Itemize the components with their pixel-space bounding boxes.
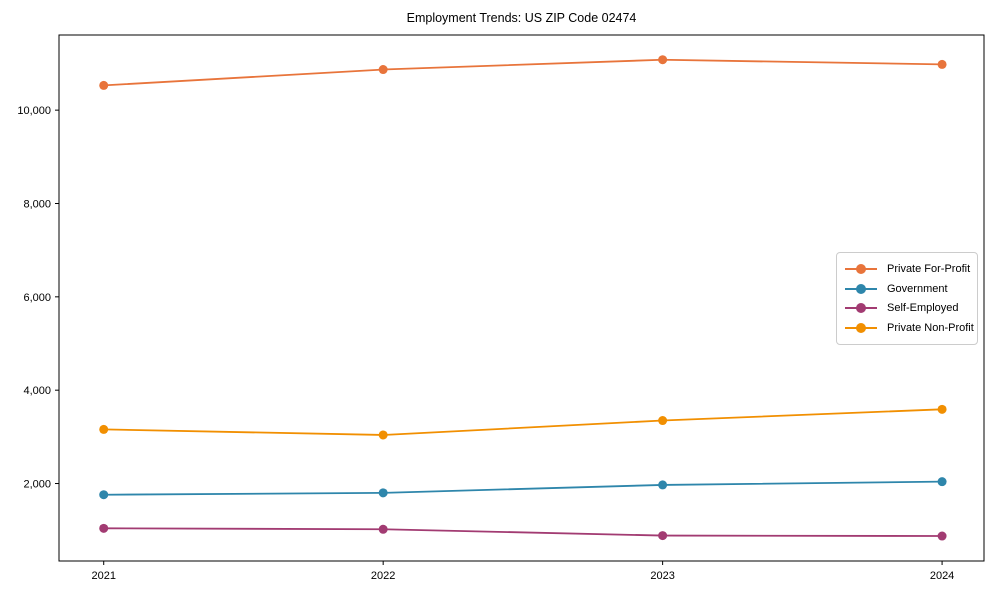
- legend-line-marker-icon: [845, 263, 877, 274]
- legend-line-marker-icon: [845, 323, 877, 334]
- x-tick-label: 2024: [930, 570, 954, 582]
- data-point-marker: [937, 404, 947, 414]
- legend-item-private-for-profit: Private For-Profit: [845, 259, 971, 279]
- data-point-marker: [658, 416, 668, 426]
- series-line: [103, 527, 943, 537]
- x-tick-label: 2022: [371, 570, 395, 582]
- legend-line-marker-icon: [845, 283, 877, 294]
- chart-title: Employment Trends: US ZIP Code 02474: [406, 11, 637, 25]
- data-point-marker: [378, 430, 388, 440]
- data-point-marker: [937, 531, 947, 541]
- series-line: [103, 480, 943, 496]
- data-point-marker: [937, 477, 947, 487]
- legend-label: Self-Employed: [887, 302, 959, 315]
- x-tick-label: 2021: [91, 570, 115, 582]
- plot-frame: [58, 34, 985, 562]
- y-tick-label: 6,000: [23, 292, 51, 304]
- data-point-marker: [658, 55, 668, 65]
- data-point-marker: [99, 490, 109, 500]
- legend-label: Private For-Profit: [887, 262, 971, 275]
- y-tick-label: 8,000: [23, 198, 51, 210]
- series-line: [103, 408, 943, 436]
- data-point-marker: [378, 65, 388, 75]
- legend: Private For-Profit Government Self-Emplo…: [836, 252, 978, 345]
- data-point-marker: [937, 59, 947, 69]
- x-tick-label: 2023: [650, 570, 674, 582]
- data-point-marker: [378, 488, 388, 498]
- legend-item-government: Government: [845, 279, 969, 299]
- y-tick-label: 10,000: [17, 105, 51, 117]
- data-point-marker: [99, 80, 109, 90]
- legend-label: Private Non-Profit: [887, 322, 974, 335]
- data-point-marker: [99, 424, 109, 434]
- data-point-marker: [658, 531, 668, 541]
- series-line: [103, 58, 943, 87]
- data-point-marker: [99, 523, 109, 533]
- data-point-marker: [658, 480, 668, 490]
- y-tick-label: 4,000: [23, 385, 51, 397]
- legend-item-self-employed: Self-Employed: [845, 299, 969, 319]
- legend-label: Government: [887, 282, 948, 295]
- legend-item-private-non-profit: Private Non-Profit: [845, 318, 974, 338]
- data-point-marker: [378, 524, 388, 534]
- y-tick-label: 2,000: [23, 479, 51, 491]
- legend-line-marker-icon: [845, 303, 877, 314]
